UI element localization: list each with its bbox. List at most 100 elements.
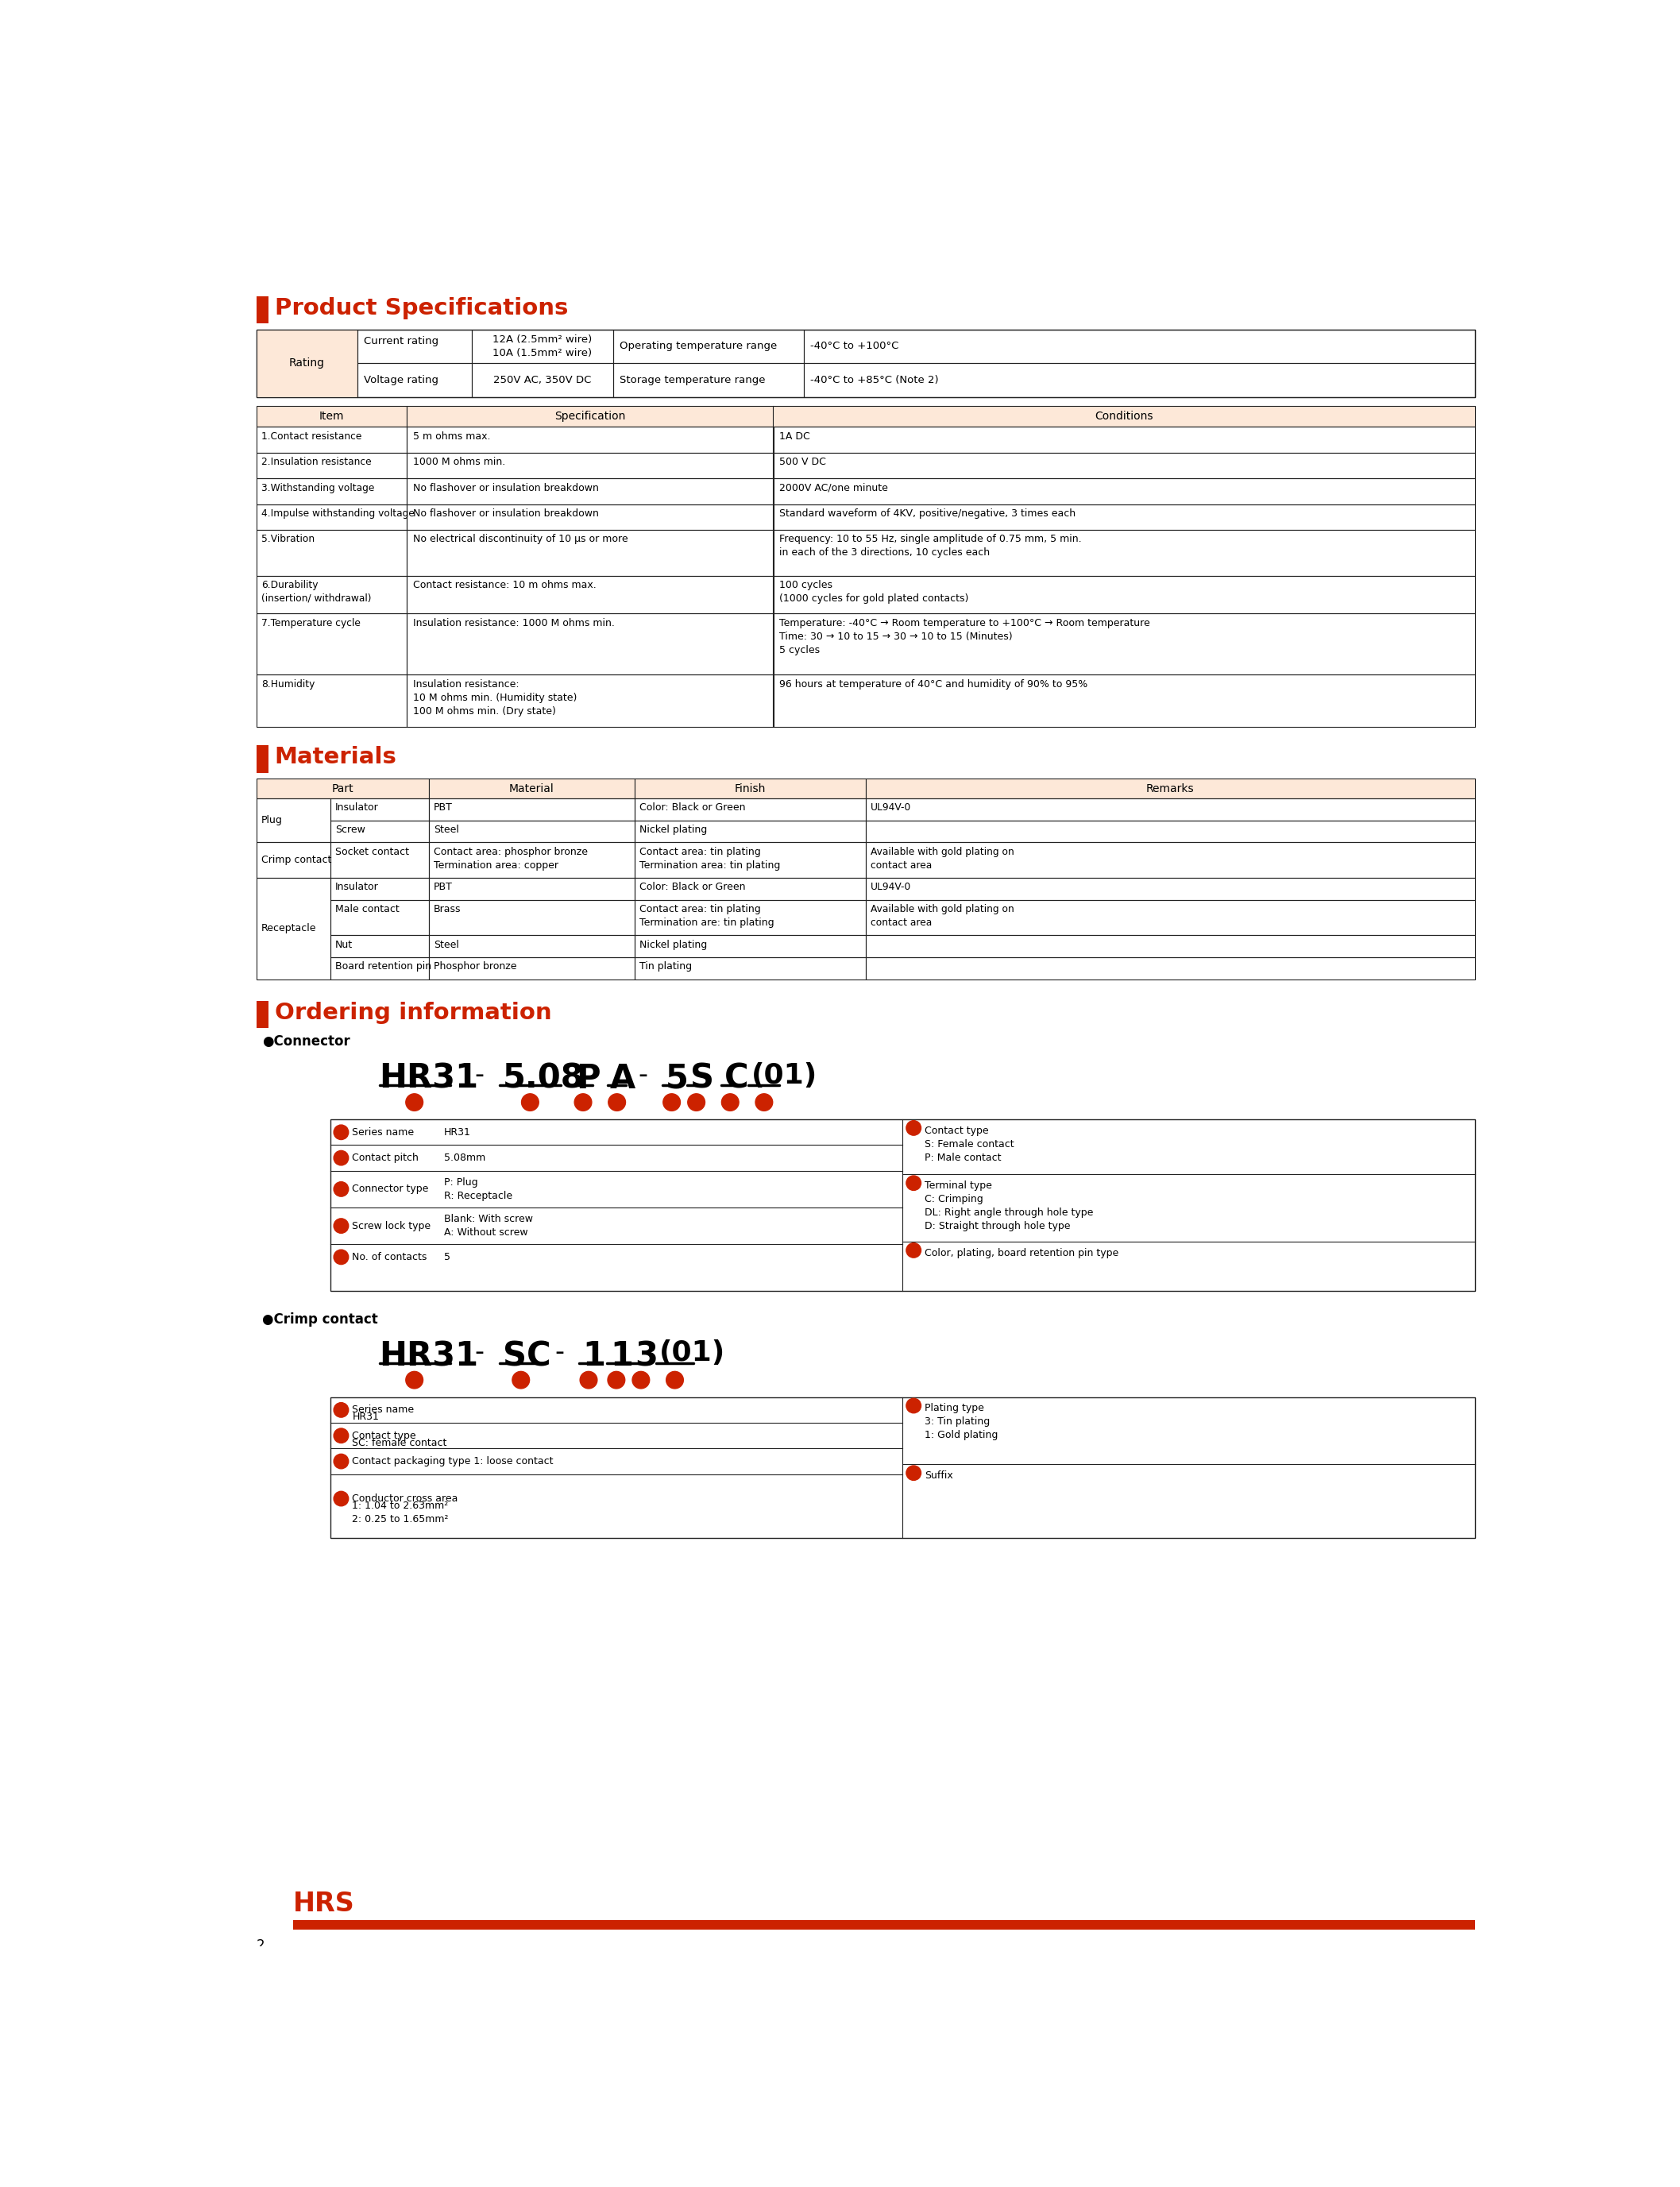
- Text: Contact area: phosphor bronze
Termination area: copper: Contact area: phosphor bronze Terminatio…: [433, 846, 588, 870]
- Text: Insulation resistance: 1000 M ohms min.: Insulation resistance: 1000 M ohms min.: [413, 619, 615, 628]
- Bar: [329, 1397, 1475, 1537]
- Text: Nickel plating: Nickel plating: [640, 940, 707, 949]
- Bar: [329, 820, 428, 842]
- Text: 1: 1.04 to 2.63mm²
2: 0.25 to 1.65mm²: 1: 1.04 to 2.63mm² 2: 0.25 to 1.65mm²: [353, 1500, 449, 1524]
- Bar: [773, 529, 1475, 575]
- Text: -: -: [554, 1341, 564, 1367]
- Bar: [805, 363, 1475, 398]
- Text: 250V AC, 350V DC: 250V AC, 350V DC: [494, 374, 591, 385]
- Text: No. of contacts: No. of contacts: [353, 1251, 427, 1262]
- Bar: [773, 426, 1475, 453]
- Circle shape: [632, 1371, 650, 1389]
- Bar: [255, 779, 428, 798]
- Text: HR31: HR31: [380, 1341, 479, 1373]
- Text: ●Crimp contact: ●Crimp contact: [262, 1312, 378, 1325]
- Bar: [635, 842, 865, 877]
- Bar: [865, 936, 1475, 958]
- Text: 14: 14: [907, 1470, 921, 1476]
- Text: No flashover or insulation breakdown: No flashover or insulation breakdown: [413, 483, 600, 492]
- Bar: [635, 958, 865, 980]
- Text: 12A (2.5mm² wire)
10A (1.5mm² wire): 12A (2.5mm² wire) 10A (1.5mm² wire): [492, 335, 591, 359]
- Text: 10: 10: [514, 1376, 528, 1384]
- Text: 2000V AC/one minute: 2000V AC/one minute: [780, 483, 889, 492]
- Bar: [255, 479, 407, 503]
- Text: Operating temperature range: Operating temperature range: [620, 341, 776, 352]
- Text: 1A DC: 1A DC: [780, 431, 810, 442]
- Text: Rating: Rating: [289, 359, 324, 370]
- Circle shape: [334, 1249, 348, 1264]
- Circle shape: [334, 1150, 348, 1166]
- Text: Frequency: 10 to 55 Hz, single amplitude of 0.75 mm, 5 min.
in each of the 3 dir: Frequency: 10 to 55 Hz, single amplitude…: [780, 534, 1082, 558]
- Bar: [865, 798, 1475, 820]
- Text: Conductor cross area: Conductor cross area: [353, 1494, 459, 1505]
- Bar: [407, 529, 773, 575]
- Text: 11: 11: [334, 1457, 348, 1465]
- Bar: [255, 746, 269, 772]
- Text: HR31: HR31: [444, 1126, 470, 1137]
- Text: S: S: [690, 1063, 714, 1096]
- Bar: [407, 575, 773, 615]
- Text: HRS: HRS: [292, 1892, 354, 1918]
- Text: Male contact: Male contact: [334, 903, 400, 914]
- Text: 8: 8: [761, 1098, 768, 1107]
- Text: Temperature: -40°C → Room temperature to +100°C → Room temperature
Time: 30 → 10: Temperature: -40°C → Room temperature to…: [780, 619, 1151, 656]
- Circle shape: [664, 1094, 680, 1111]
- Bar: [292, 1920, 1475, 1929]
- Text: Product Specifications: Product Specifications: [274, 297, 568, 319]
- Text: Screw: Screw: [334, 824, 365, 835]
- Bar: [613, 363, 805, 398]
- Bar: [865, 958, 1475, 980]
- Bar: [255, 407, 407, 426]
- Text: Nut: Nut: [334, 940, 353, 949]
- Bar: [255, 615, 407, 676]
- Circle shape: [521, 1094, 539, 1111]
- Bar: [773, 479, 1475, 503]
- Text: (01): (01): [659, 1341, 726, 1367]
- Circle shape: [334, 1181, 348, 1196]
- Text: Finish: Finish: [734, 783, 766, 794]
- Bar: [255, 842, 329, 877]
- Bar: [255, 798, 329, 842]
- Text: C: Crimping
DL: Right angle through hole type
D: Straight through hole type: C: Crimping DL: Right angle through hole…: [924, 1194, 1094, 1231]
- Circle shape: [407, 1371, 423, 1389]
- Text: Insulator: Insulator: [334, 881, 378, 892]
- Text: Series name: Series name: [353, 1404, 415, 1415]
- Text: Steel: Steel: [433, 824, 459, 835]
- Bar: [255, 575, 407, 615]
- Text: Series name: Series name: [353, 1126, 415, 1137]
- Bar: [773, 407, 1475, 426]
- Text: S: Female contact
P: Male contact: S: Female contact P: Male contact: [924, 1139, 1015, 1163]
- Text: HR31: HR31: [353, 1413, 380, 1422]
- Circle shape: [580, 1371, 596, 1389]
- Text: Plug: Plug: [260, 816, 282, 824]
- Text: 1: 1: [338, 1128, 344, 1137]
- Text: Steel: Steel: [433, 940, 459, 949]
- Bar: [329, 1120, 1475, 1290]
- Text: 2.Insulation resistance: 2.Insulation resistance: [260, 457, 371, 468]
- Text: 10: 10: [334, 1432, 348, 1439]
- Text: Part: Part: [331, 783, 353, 794]
- Circle shape: [512, 1371, 529, 1389]
- Bar: [358, 330, 472, 363]
- Text: Crimp contact: Crimp contact: [260, 855, 331, 866]
- Text: 14: 14: [669, 1376, 680, 1384]
- Text: Contact area: tin plating
Termination are: tin plating: Contact area: tin plating Termination ar…: [640, 903, 774, 927]
- Text: Material: Material: [509, 783, 554, 794]
- Bar: [635, 877, 865, 899]
- Text: Insulation resistance:
10 M ohms min. (Humidity state)
100 M ohms min. (Dry stat: Insulation resistance: 10 M ohms min. (H…: [413, 678, 576, 717]
- Text: -40°C to +100°C: -40°C to +100°C: [810, 341, 899, 352]
- Bar: [428, 936, 635, 958]
- Text: HR31: HR31: [380, 1063, 479, 1096]
- Bar: [635, 779, 865, 798]
- Text: UL94V-0: UL94V-0: [870, 881, 911, 892]
- Text: 7.Temperature cycle: 7.Temperature cycle: [260, 619, 360, 628]
- Bar: [773, 575, 1475, 615]
- Bar: [255, 877, 329, 980]
- Bar: [428, 779, 635, 798]
- Text: 3.Withstanding voltage: 3.Withstanding voltage: [260, 483, 375, 492]
- Text: Brass: Brass: [433, 903, 460, 914]
- Text: Nickel plating: Nickel plating: [640, 824, 707, 835]
- Text: 96 hours at temperature of 40°C and humidity of 90% to 95%: 96 hours at temperature of 40°C and humi…: [780, 678, 1089, 689]
- Text: 6: 6: [694, 1098, 699, 1107]
- Text: Contact packaging type 1: loose contact: Contact packaging type 1: loose contact: [353, 1457, 554, 1467]
